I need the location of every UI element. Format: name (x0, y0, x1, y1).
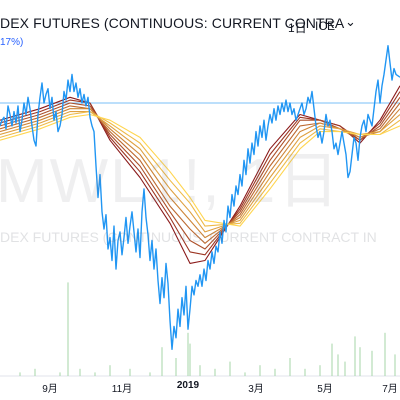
volume-bar (67, 282, 69, 376)
volume-bar (384, 332, 386, 376)
volume-bar (187, 332, 189, 376)
volume-bar (331, 343, 333, 376)
volume-bar (259, 365, 261, 376)
volume-bar (304, 368, 306, 376)
x-tick-label: 5月 (317, 384, 333, 395)
volume-bar (149, 372, 151, 376)
x-tick-label: 2019 (176, 380, 200, 391)
price-line (0, 45, 400, 350)
volume-bar (34, 368, 36, 376)
volume-bar (79, 368, 81, 376)
chevron-down-icon[interactable]: ⌄ (345, 14, 356, 29)
volume-bar (289, 358, 291, 376)
volume-bar (189, 343, 191, 376)
volume-bar (244, 372, 246, 376)
volume-bar (214, 368, 216, 376)
x-tick-label: 3月 (248, 384, 264, 395)
moving-average-line (0, 108, 400, 239)
symbol-watermark: MWL1!, 1日 (0, 147, 342, 216)
interval-label[interactable]: 1日 (288, 21, 307, 35)
volume-bar (109, 365, 111, 376)
symbol-title[interactable]: DEX FUTURES (CONTINUOUS: CURRENT CONTRA (0, 15, 345, 31)
volume-bar (359, 347, 361, 376)
volume-bar (344, 361, 346, 376)
x-tick-label: 11月 (111, 384, 133, 395)
volume-bar (319, 365, 321, 376)
volume-bar (337, 354, 339, 376)
volume-bar (274, 368, 276, 376)
moving-average-line (0, 113, 400, 227)
x-tick-label: 7月 (382, 384, 398, 395)
volume-bar (199, 365, 201, 376)
volume-bar (94, 372, 96, 376)
volume-bar (354, 336, 356, 376)
volume-bar (59, 372, 61, 376)
x-tick-label: 9月 (42, 384, 58, 395)
change-percent: 17%) (0, 37, 24, 48)
volume-bar (161, 347, 163, 376)
description-watermark: DEX FUTURES (CONTINUOUS: CURRENT CONTRAC… (0, 229, 377, 245)
volume-bar (371, 350, 373, 376)
volume-bar (19, 372, 21, 376)
volume-bar (129, 368, 131, 376)
moving-average-line (0, 111, 400, 233)
volume-bar (229, 361, 231, 376)
volume-bar (175, 358, 177, 376)
exchange-label[interactable]: ICE (315, 19, 336, 33)
volume-bar (394, 354, 396, 376)
